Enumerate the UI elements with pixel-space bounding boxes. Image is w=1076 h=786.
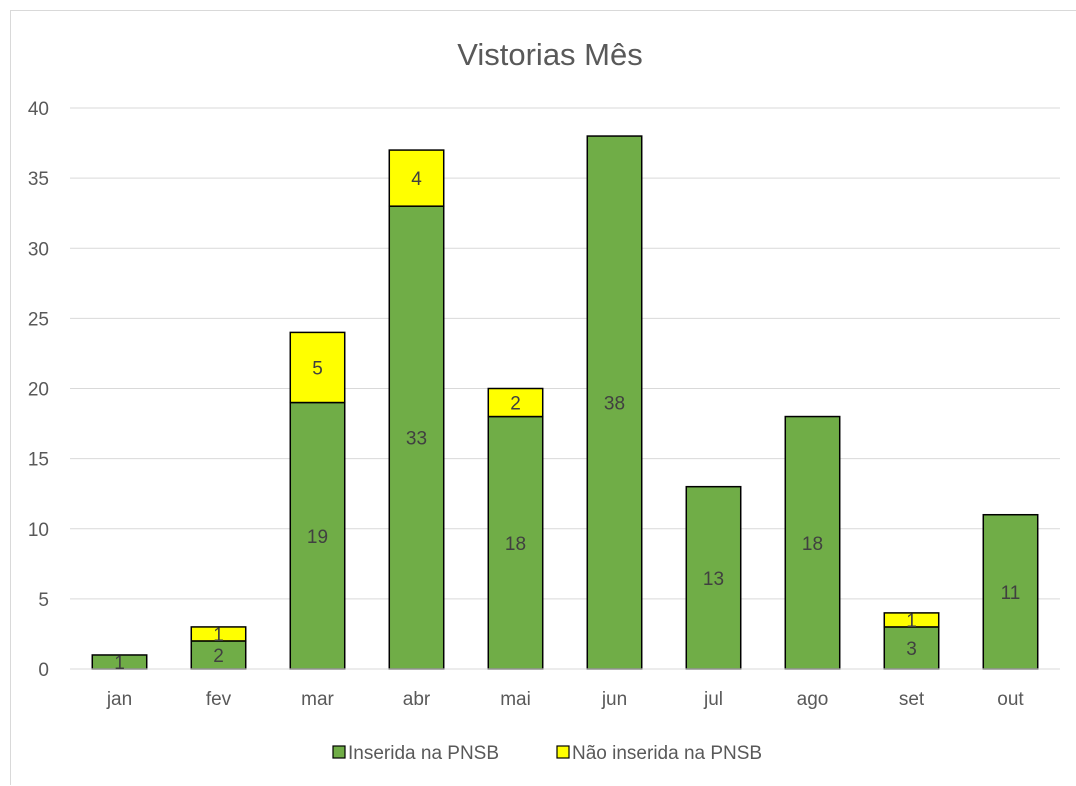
- x-tick-label: abr: [403, 689, 431, 710]
- bar-segment: [190, 626, 247, 642]
- legend-swatch: [556, 745, 570, 759]
- y-tick-label: 0: [38, 660, 49, 681]
- legend-swatch: [332, 745, 346, 759]
- data-label: 2: [510, 394, 521, 415]
- data-label: 2: [213, 646, 224, 667]
- data-label: 11: [1001, 583, 1021, 604]
- data-label: 33: [406, 429, 427, 450]
- y-tick-label: 40: [28, 99, 49, 120]
- legend: Inserida na PNSB Não inserida na PNSB: [332, 743, 762, 764]
- data-label: 19: [307, 527, 328, 548]
- bar-segment: [685, 485, 742, 670]
- bar-segment: [289, 331, 346, 404]
- bar-segment: [883, 612, 940, 628]
- data-label: 38: [604, 394, 625, 415]
- y-tick-label: 10: [28, 520, 49, 541]
- chart-title: Vistorias Mês: [457, 37, 643, 72]
- data-label: 4: [411, 169, 422, 190]
- data-label: 5: [312, 358, 323, 379]
- y-tick-label: 35: [28, 169, 49, 190]
- bar-segment: [487, 415, 544, 670]
- bar-segment: [487, 387, 544, 418]
- x-tick-label: ago: [797, 689, 829, 710]
- x-tick-label: out: [997, 689, 1024, 710]
- x-tick-label: jun: [601, 689, 627, 710]
- data-label: 18: [505, 534, 526, 555]
- bar-segment: [388, 149, 445, 207]
- x-tick-label: fev: [206, 689, 232, 710]
- y-tick-label: 20: [28, 380, 49, 401]
- gridlines: [70, 107, 1060, 600]
- x-axis-tick-labels: jan fev mar abr mai jun jul ago set out: [106, 689, 1025, 710]
- y-tick-label: 30: [28, 239, 49, 260]
- chart-frame: Vistorias Mês 0 5 10 15 20 25 30 35 40 jan fev mar…: [10, 10, 1076, 785]
- bar-segment: [388, 205, 445, 670]
- y-tick-label: 5: [38, 590, 49, 611]
- bar-segment: [784, 415, 841, 670]
- bars: [91, 135, 1039, 670]
- y-axis-tick-labels: 0 5 10 15 20 25 30 35 40: [28, 99, 49, 681]
- x-tick-label: jan: [106, 689, 132, 710]
- data-label: 18: [802, 534, 823, 555]
- x-tick-label: mai: [500, 689, 531, 710]
- bar-segment: [190, 640, 247, 670]
- bar-segment: [289, 401, 346, 670]
- x-tick-label: jul: [703, 689, 723, 710]
- x-tick-label: set: [899, 689, 925, 710]
- legend-label: Não inserida na PNSB: [572, 743, 762, 764]
- legend-label: Inserida na PNSB: [348, 743, 499, 764]
- data-label: 13: [703, 569, 724, 590]
- data-label: 1: [114, 653, 125, 674]
- bar-segment: [982, 513, 1039, 670]
- x-tick-label: mar: [301, 689, 334, 710]
- data-label: 1: [906, 611, 917, 632]
- bar-segment: [586, 135, 643, 670]
- y-tick-label: 15: [28, 450, 49, 471]
- data-label: 3: [906, 639, 917, 660]
- data-label: 1: [213, 625, 224, 646]
- y-tick-label: 25: [28, 309, 49, 330]
